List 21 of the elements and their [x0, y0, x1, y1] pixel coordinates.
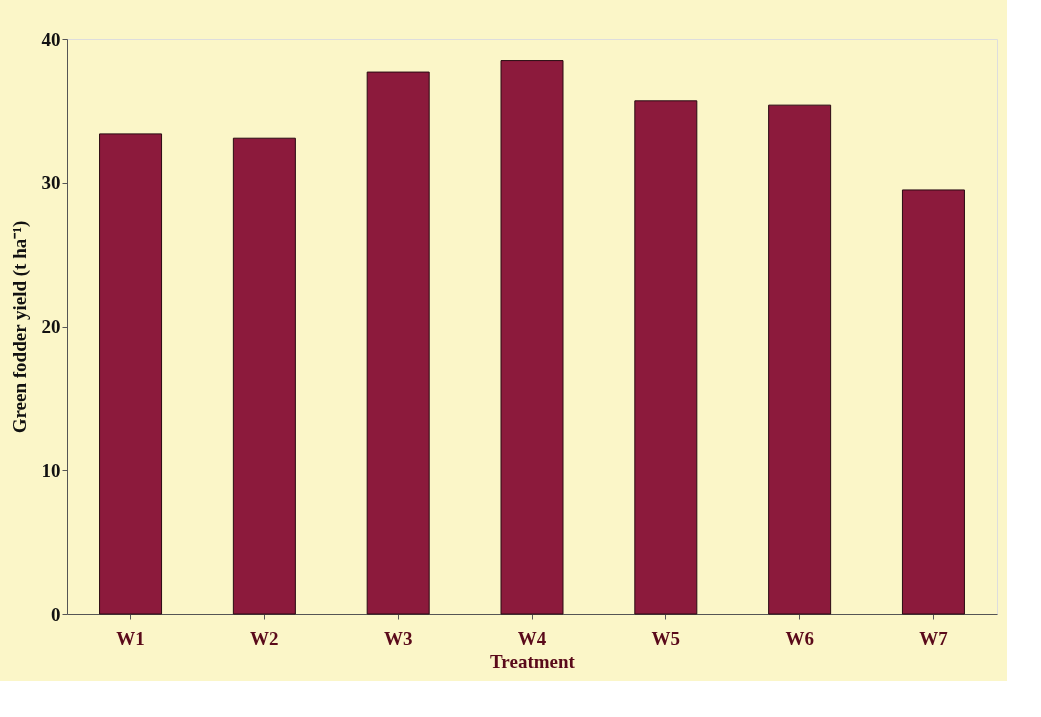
y-tick-label: 20 — [41, 316, 61, 337]
bar — [500, 60, 564, 615]
y-axis-title: Green fodder yield (t ha⁻¹) — [8, 220, 31, 434]
bar — [901, 189, 965, 615]
x-tick-label: W4 — [517, 627, 547, 649]
y-tick-label: 0 — [51, 603, 61, 625]
x-tick-label: W5 — [651, 627, 681, 649]
x-axis-title: Treatment — [490, 650, 576, 672]
y-tick-label: 10 — [41, 459, 61, 481]
bar — [232, 137, 296, 615]
bar — [634, 100, 698, 615]
x-tick-label: W7 — [919, 627, 949, 649]
bar — [768, 104, 832, 615]
x-tick-label: W6 — [785, 627, 814, 649]
bar — [366, 71, 430, 615]
x-tick-label: W3 — [383, 627, 413, 649]
y-tick-label: 40 — [41, 28, 61, 50]
x-tick-label: W2 — [250, 627, 279, 649]
bar — [99, 133, 163, 615]
x-tick-label: W1 — [116, 627, 145, 649]
y-tick-label: 30 — [41, 172, 61, 194]
